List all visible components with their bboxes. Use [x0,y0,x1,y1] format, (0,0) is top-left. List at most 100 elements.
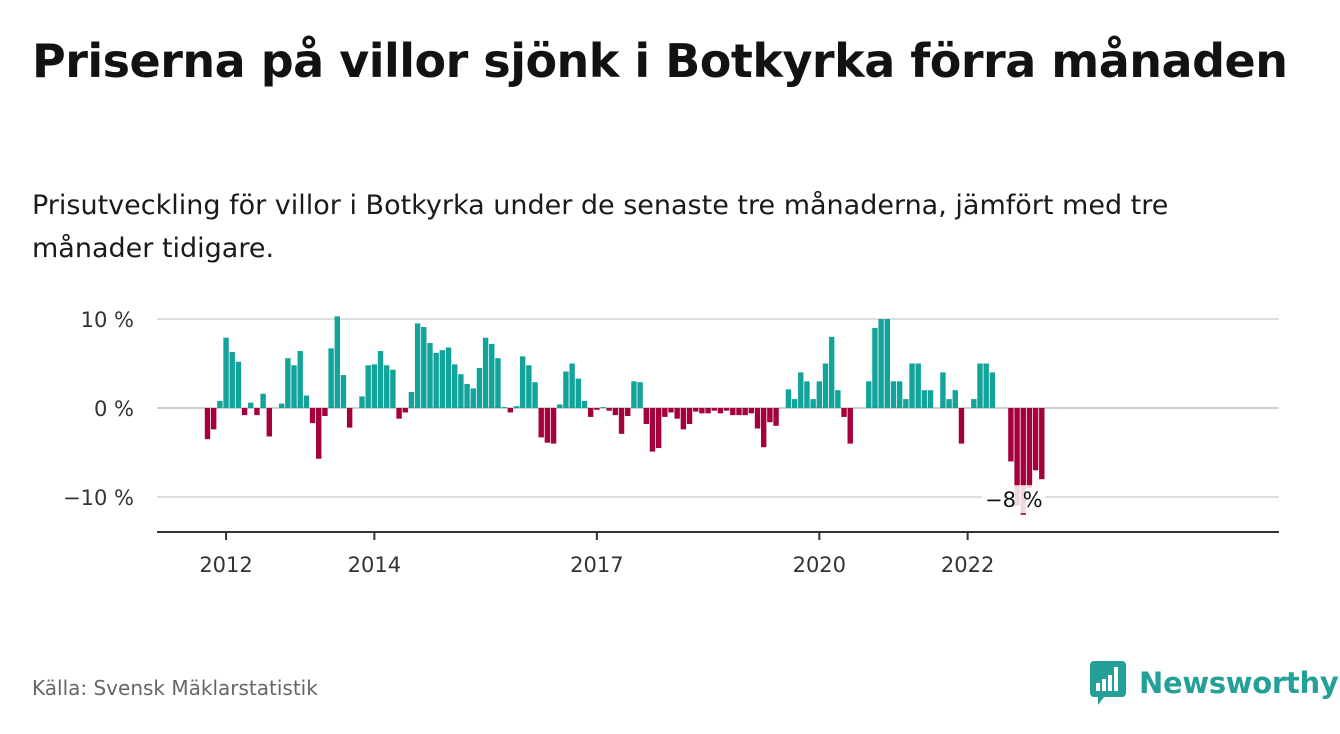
bar [297,351,303,408]
bar [977,363,983,408]
bar [884,319,890,408]
bar [946,399,952,408]
bar [600,407,606,408]
bar [754,408,761,429]
bar [557,404,563,408]
bar-chart: 10 % 0 % −10 % 2012 2014 2017 2020 2022 −8 % [63,308,1279,577]
bar [631,381,637,408]
bar [538,408,544,438]
bar [340,375,347,408]
value-label-background [981,485,1046,514]
bar [952,390,958,408]
bar [810,399,816,408]
bar [983,363,989,408]
bar [550,408,557,444]
bar [655,408,662,449]
bar [377,351,384,408]
bar [229,351,235,408]
bar [618,408,625,434]
bar [674,408,680,419]
bar [828,336,835,408]
bar [903,399,909,408]
bar [408,391,415,408]
bar-chart-logo-icon [1090,661,1126,705]
bar [303,395,310,408]
bar [402,408,408,413]
bar [594,408,600,410]
bar [495,358,501,408]
bar [730,408,736,416]
bar [662,408,668,417]
bar [526,365,532,408]
brand-logo[interactable]: Newsworthy [1090,660,1339,706]
bar [414,323,421,408]
bar [773,408,779,426]
bar [421,327,427,408]
bar [1008,408,1014,462]
bar [606,408,612,411]
y-tick-label: −10 % [63,486,134,510]
bar [971,399,977,408]
bar [816,381,823,408]
bar [563,371,569,408]
chart-title: Priserna på villor sjönk i Botkyrka förr… [32,34,1288,88]
bar [334,316,340,408]
bars [204,316,1045,515]
last-value-label: −8 % [985,488,1043,512]
bar [532,382,538,408]
labels: 10 % 0 % −10 % 2012 2014 2017 2020 2022 −8 % [63,308,1046,577]
bar [217,400,223,408]
bar [693,408,699,412]
bar [464,383,470,408]
bar [291,365,297,408]
bar [452,364,458,408]
bar [835,390,841,408]
bar [569,363,575,408]
bar [736,408,742,416]
x-tick-label: 2014 [348,553,401,577]
bar [439,350,446,408]
bar [1032,408,1039,471]
bar [507,408,514,413]
bar [470,388,476,408]
bar [489,343,495,408]
bar [649,408,656,452]
x-tick-label: 2012 [199,553,252,577]
bar [921,390,928,408]
bar [1026,408,1033,489]
bar [204,408,211,440]
x-tick-label: 2022 [941,553,994,577]
brand-name: Newsworthy [1139,666,1339,700]
bar [804,381,810,408]
bar [742,408,748,416]
bar [445,347,452,408]
bar [643,408,649,425]
y-tick-label: 0 % [94,397,134,421]
bar [1039,408,1045,480]
bar [890,381,897,408]
bar [285,358,291,408]
bar [519,356,526,408]
bar [371,364,378,408]
bar [767,408,773,423]
bar [544,408,551,443]
bar [513,406,520,408]
bar [433,352,439,408]
bar [248,402,254,408]
bar [847,408,853,444]
bar [266,408,272,437]
y-tick-label: 10 % [81,308,134,332]
bar [328,348,334,408]
bar [575,378,581,408]
bar [841,408,847,417]
bar [717,408,724,414]
bar [723,408,730,411]
bar [625,408,631,417]
bar [396,408,402,419]
bar [260,393,266,408]
bar [1020,408,1026,515]
bar [458,374,464,408]
bar [365,365,371,408]
bar [686,408,693,425]
bar [482,337,489,408]
